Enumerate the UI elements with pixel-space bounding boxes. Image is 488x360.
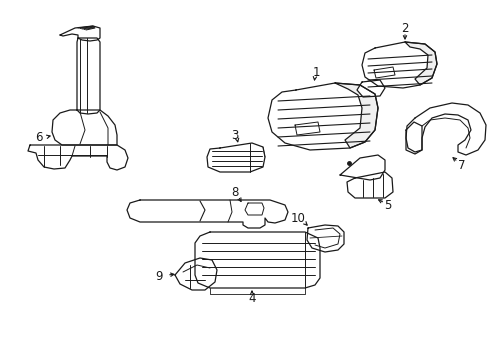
Polygon shape [52, 110, 117, 145]
Text: 1: 1 [312, 66, 319, 78]
Polygon shape [356, 80, 384, 97]
Polygon shape [60, 26, 100, 41]
Text: 4: 4 [248, 292, 255, 305]
Text: 7: 7 [457, 158, 465, 171]
Polygon shape [405, 103, 485, 155]
Polygon shape [244, 203, 264, 215]
Polygon shape [175, 258, 217, 290]
Polygon shape [306, 225, 343, 252]
Text: 8: 8 [231, 185, 238, 198]
Polygon shape [339, 155, 384, 180]
Text: 10: 10 [290, 212, 305, 225]
Text: 5: 5 [384, 198, 391, 212]
Text: 6: 6 [36, 131, 43, 144]
Polygon shape [206, 143, 264, 172]
Polygon shape [294, 122, 319, 135]
Polygon shape [404, 42, 436, 85]
Text: 3: 3 [231, 129, 238, 141]
Polygon shape [373, 67, 394, 78]
Polygon shape [346, 172, 392, 198]
Polygon shape [361, 42, 436, 88]
Polygon shape [28, 145, 128, 170]
Text: 9: 9 [155, 270, 163, 283]
Polygon shape [334, 83, 377, 148]
Polygon shape [127, 200, 287, 228]
Text: 2: 2 [401, 22, 408, 35]
Polygon shape [77, 38, 100, 114]
Polygon shape [405, 122, 421, 154]
Polygon shape [267, 83, 377, 150]
Polygon shape [195, 232, 319, 288]
